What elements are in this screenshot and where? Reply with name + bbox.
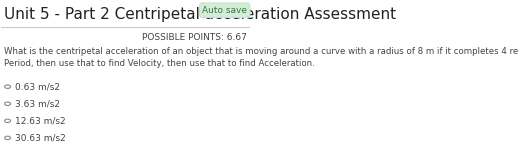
Text: What is the centripetal acceleration of an object that is moving around a curve : What is the centripetal acceleration of … — [4, 47, 518, 68]
Text: Unit 5 - Part 2 Centripetal acceleration Assessment: Unit 5 - Part 2 Centripetal acceleration… — [4, 7, 396, 22]
Text: Auto save: Auto save — [202, 6, 247, 15]
Text: 30.63 m/s2: 30.63 m/s2 — [15, 133, 66, 142]
Text: 12.63 m/s2: 12.63 m/s2 — [15, 116, 66, 125]
Text: 0.63 m/s2: 0.63 m/s2 — [15, 82, 60, 91]
Text: 3.63 m/s2: 3.63 m/s2 — [15, 99, 60, 108]
Text: POSSIBLE POINTS: 6.67: POSSIBLE POINTS: 6.67 — [142, 33, 247, 42]
